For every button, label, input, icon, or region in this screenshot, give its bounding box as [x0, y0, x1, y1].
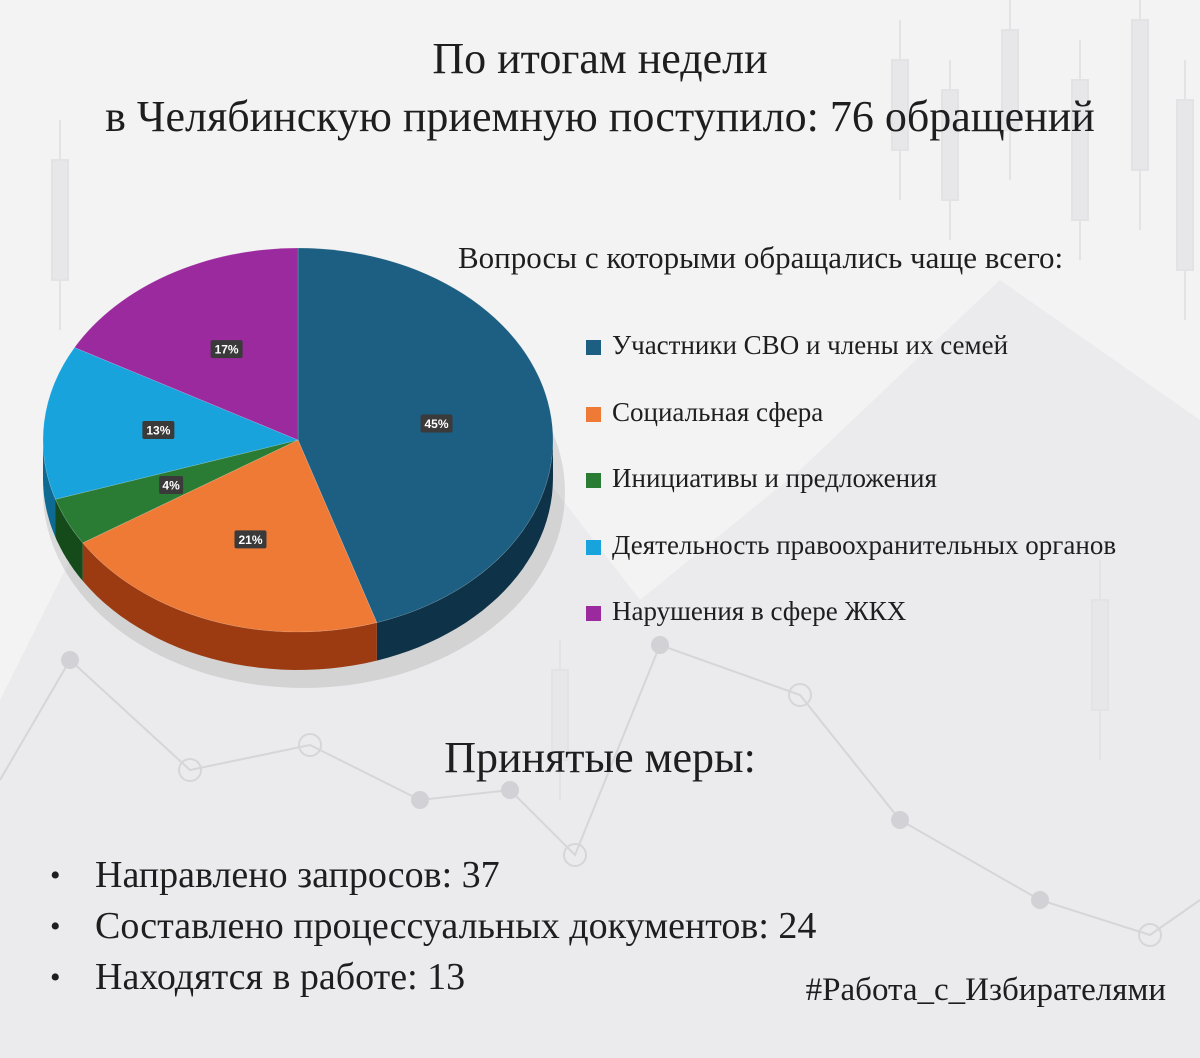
data-label: 4%	[162, 478, 180, 492]
pie-slice-side	[82, 542, 377, 670]
measures-title: Принятые меры:	[444, 733, 756, 782]
pie-slice	[82, 439, 378, 633]
pie-chart: 45% 21% 4% 13% 17%	[42, 247, 565, 688]
measure-item: • Находятся в работе: 13	[50, 952, 816, 1003]
legend-label: Инициативы и предложения	[612, 463, 937, 493]
data-label: 13%	[146, 424, 170, 438]
legend-item: Социальная сфера	[586, 397, 1116, 464]
background-mountains	[0, 280, 1200, 1058]
hashtag: #Работа_с_Избирателями	[805, 972, 1166, 1008]
pie-slice-side	[376, 440, 553, 661]
title-line-1: По итогам недели	[432, 34, 768, 83]
legend-swatch	[586, 340, 601, 355]
data-label-box	[159, 475, 184, 494]
measure-item: • Направлено запросов: 37	[50, 850, 816, 901]
measure-text: Находятся в работе: 13	[95, 956, 466, 998]
legend-item: Нарушения в сфере ЖКХ	[586, 596, 1116, 663]
legend-label: Нарушения в сфере ЖКХ	[612, 596, 907, 626]
chart-legend: Участники СВО и члены их семей Социальная…	[586, 330, 1116, 663]
legend-item: Деятельность правоохранительных органов	[586, 530, 1116, 597]
page-title: По итогам недели в Челябинскую приемную …	[0, 30, 1200, 146]
measure-item: • Составлено процессуальных документов: …	[50, 901, 816, 952]
measure-text: Направлено запросов: 37	[95, 854, 500, 896]
legend-swatch	[586, 539, 601, 555]
background-candles	[51, 0, 1194, 800]
background-line-dots	[61, 636, 1049, 909]
legend-label: Участники СВО и члены их семей	[612, 330, 1009, 360]
data-label-box	[210, 340, 243, 359]
title-line-2: в Челябинскую приемную поступило: 76 обр…	[105, 92, 1095, 141]
pie-slice-side	[55, 499, 83, 581]
pie-slice-side	[43, 440, 56, 538]
data-label-box	[420, 414, 453, 433]
bullet-icon: •	[50, 961, 61, 994]
legend-swatch	[586, 473, 601, 488]
data-label-box	[234, 530, 267, 549]
legend-label: Социальная сфера	[612, 396, 824, 427]
legend-label: Деятельность правоохранительных органов	[612, 529, 1117, 560]
measure-text: Составлено процессуальных документов: 24	[95, 905, 817, 947]
chart-subtitle: Вопросы с которыми обращались чаще всего…	[458, 240, 1064, 275]
data-label: 21%	[238, 533, 262, 547]
pie-slice	[74, 247, 299, 441]
legend-item: Инициативы и предложения	[586, 463, 1116, 530]
data-label: 17%	[215, 343, 239, 357]
legend-swatch	[586, 406, 601, 422]
data-label-box	[142, 421, 175, 440]
data-label: 45%	[425, 417, 449, 431]
legend-item: Участники СВО и члены их семей	[586, 330, 1116, 397]
legend-swatch	[586, 606, 601, 621]
bullet-icon: •	[50, 910, 61, 943]
pie-slice	[297, 247, 554, 623]
measures-list: • Направлено запросов: 37 • Составлено п…	[50, 850, 816, 1003]
bullet-icon: •	[50, 859, 61, 892]
